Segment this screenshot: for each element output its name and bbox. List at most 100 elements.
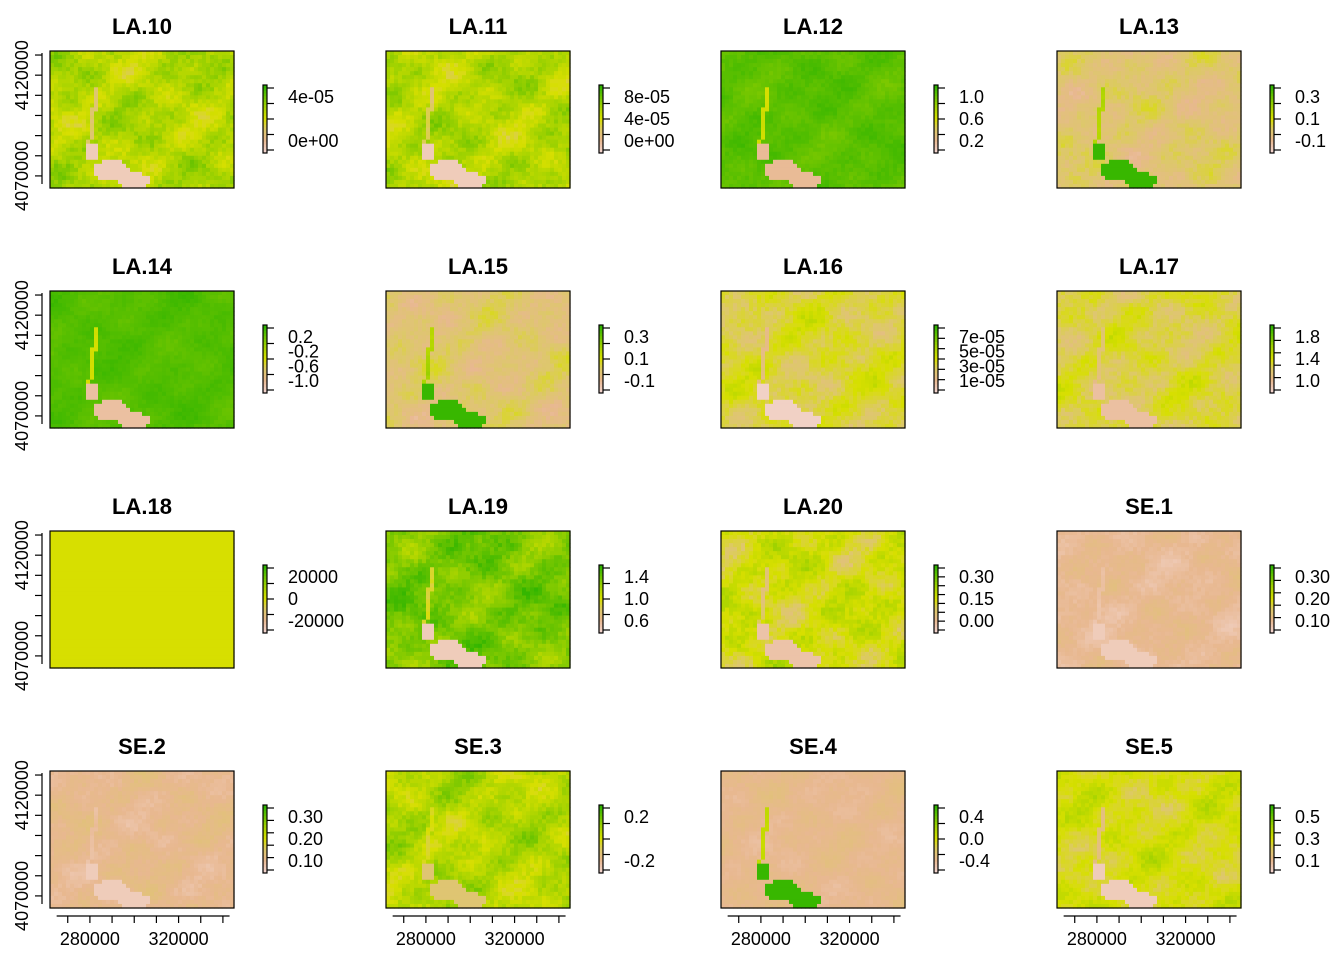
raster-image [386,771,571,909]
panel-se-3: SE.3 280000 320000 0.2 -0.2 [386,734,655,949]
color-legend: 0.300.150.00 [934,565,994,634]
panel-title: SE.5 [1125,734,1173,759]
legend-label: 0.30 [1295,567,1330,587]
legend-label: 1.0 [624,589,649,609]
legend-label: 1e-05 [959,371,1005,391]
legend-label: 0.1 [624,349,649,369]
legend-label: 0.30 [959,567,994,587]
color-legend: 0.30.1-0.1 [599,325,655,394]
panel-title: SE.3 [454,734,502,759]
raster-image [721,51,906,189]
panel-la-20: LA.20 0.300.150.00 [721,494,994,669]
panel-la-17: LA.17 1.81.41.0 [1057,254,1320,429]
color-legend: 1.00.60.2 [934,85,984,154]
x-tick-label: 320000 [149,929,209,949]
legend-label: 0.6 [959,109,984,129]
raster-image [721,531,906,669]
color-legend: 0.2 -0.2 [599,805,655,874]
x-tick-label: 280000 [731,929,791,949]
raster-image [50,531,235,669]
legend-label: 4e-05 [624,109,670,129]
legend-label: 0.3 [624,327,649,347]
y-tick-label: 4070000 [12,621,32,691]
x-tick-label: 320000 [820,929,880,949]
raster-image [386,291,571,429]
panel-la-19: LA.19 1.41.00.6 [386,494,649,669]
color-legend: 0.40.0-0.4 [934,805,990,874]
legend-label: 0.5 [1295,807,1320,827]
panel-title: LA.10 [112,14,172,39]
panel-title: LA.16 [783,254,843,279]
color-legend: 0.30.1-0.1 [1270,85,1326,154]
x-tick-label: 280000 [60,929,120,949]
legend-label: 0.4 [959,807,984,827]
raster-panel-grid: LA.1040700004120000 4e-050e+00LA.118e-054… [0,0,1344,960]
raster-image [721,771,906,909]
x-tick-label: 320000 [485,929,545,949]
raster-image [386,51,571,189]
panel-title: LA.17 [1119,254,1179,279]
legend-label: -20000 [288,611,344,631]
panel-title: LA.18 [112,494,172,519]
x-tick-label: 280000 [1067,929,1127,949]
panel-la-12: LA.12 1.00.60.2 [721,14,984,189]
legend-label: 0.1 [1295,851,1320,871]
panel-la-15: LA.150.30.1-0.1 [386,254,655,429]
legend-label: 1.4 [1295,349,1320,369]
panel-title: SE.2 [118,734,166,759]
legend-label: 0.2 [959,131,984,151]
legend-label: 8e-05 [624,87,670,107]
legend-label: 0.30 [288,807,323,827]
legend-label: 0.0 [959,829,984,849]
x-tick-label: 320000 [1156,929,1216,949]
legend-label: 0.20 [1295,589,1330,609]
y-tick-label: 4070000 [12,861,32,931]
legend-label: -0.2 [624,851,655,871]
y-tick-label: 4120000 [12,40,32,110]
panel-title: LA.20 [783,494,843,519]
legend-label: 0.15 [959,589,994,609]
legend-label: 1.0 [959,87,984,107]
legend-label: 0.00 [959,611,994,631]
raster-image [1057,51,1242,189]
legend-label: 20000 [288,567,338,587]
legend-label: -0.1 [1295,131,1326,151]
legend-label: 0.2 [624,807,649,827]
color-legend: 0.50.30.1 [1270,805,1320,874]
panel-title: LA.14 [112,254,173,279]
panel-title: LA.12 [783,14,843,39]
color-legend: 1.41.00.6 [599,565,649,634]
legend-label: 1.4 [624,567,649,587]
legend-label: 0.3 [1295,829,1320,849]
panel-title: LA.19 [448,494,508,519]
panel-se-1: SE.10.300.200.10 [1057,494,1330,669]
legend-label: 0.20 [288,829,323,849]
raster-image [50,51,235,189]
color-legend: 0.300.200.10 [263,805,323,874]
y-tick-label: 4070000 [12,141,32,211]
raster-image [721,291,906,429]
x-tick-label: 280000 [396,929,456,949]
raster-image [50,291,235,429]
legend-label: -0.1 [624,371,655,391]
legend-label: 1.0 [1295,371,1320,391]
color-legend: 0.300.200.10 [1270,565,1330,634]
panel-title: LA.11 [449,14,508,39]
raster-image [50,771,235,909]
legend-label: 0.6 [624,611,649,631]
y-tick-label: 4120000 [12,520,32,590]
legend-label: 0.3 [1295,87,1320,107]
panel-title: LA.13 [1119,14,1179,39]
y-tick-label: 4120000 [12,760,32,830]
color-legend: 1.81.41.0 [1270,325,1320,394]
raster-image [1057,531,1242,669]
legend-label: 0.1 [1295,109,1320,129]
